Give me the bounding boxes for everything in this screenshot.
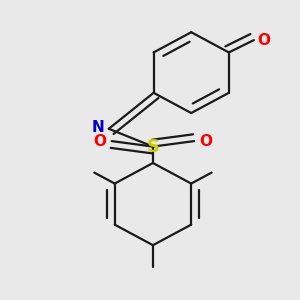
Text: N: N — [92, 120, 105, 135]
Text: S: S — [146, 138, 159, 156]
Text: O: O — [93, 134, 106, 148]
Text: O: O — [258, 33, 271, 48]
Text: O: O — [200, 134, 212, 148]
